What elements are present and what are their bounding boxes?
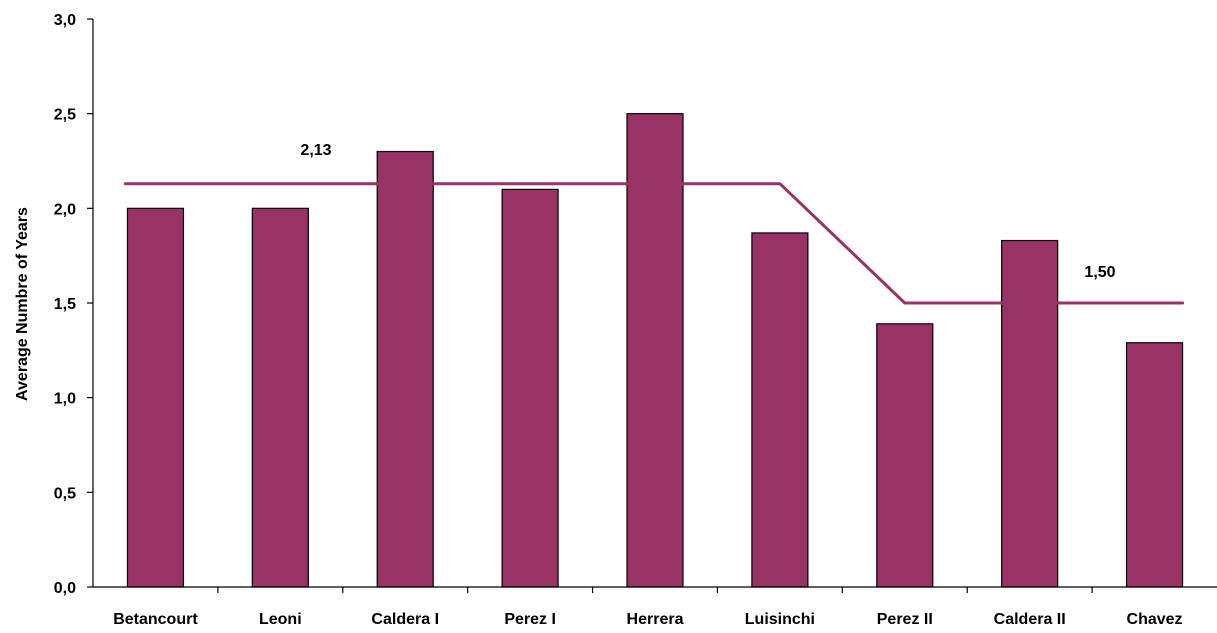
bar — [501, 188, 559, 588]
y-tick-label: 1,5 — [54, 296, 76, 313]
average-annotation-2: 1,50 — [1084, 264, 1115, 281]
x-tick-label: Leoni — [259, 611, 302, 628]
x-tick-label: Luisinchi — [745, 611, 815, 628]
plot-area: 0,0 0,5 1,0 1,5 2,0 2,5 3,0 Betancourt Leoni Cald… — [54, 12, 1217, 628]
x-tick-label: Chavez — [1127, 611, 1183, 628]
x-tick-label: Betancourt — [113, 611, 198, 628]
y-axis-title: Average Numbre of Years — [14, 207, 31, 401]
bar — [751, 232, 809, 588]
y-tick-label: 1,0 — [54, 391, 76, 408]
x-tick-label: Caldera I — [371, 611, 439, 628]
x-tick-label: Caldera II — [994, 611, 1066, 628]
average-line — [123, 182, 1185, 305]
bar — [126, 207, 185, 588]
bar — [1125, 342, 1184, 588]
y-tick-label: 2,0 — [54, 201, 76, 218]
bar — [251, 207, 309, 588]
y-tick-label: 0,0 — [54, 580, 76, 597]
x-tick-label: Perez II — [877, 611, 933, 628]
bar — [626, 113, 684, 588]
bar — [376, 150, 434, 588]
average-annotation-1: 2,13 — [300, 142, 331, 159]
y-tick-label: 3,0 — [54, 12, 76, 29]
bar — [876, 323, 934, 588]
x-tick-label: Perez I — [504, 611, 556, 628]
y-tick-label: 0,5 — [54, 485, 76, 502]
y-tick-label: 2,5 — [54, 107, 76, 124]
x-tick-label: Herrera — [627, 611, 684, 628]
bar — [1001, 239, 1059, 588]
